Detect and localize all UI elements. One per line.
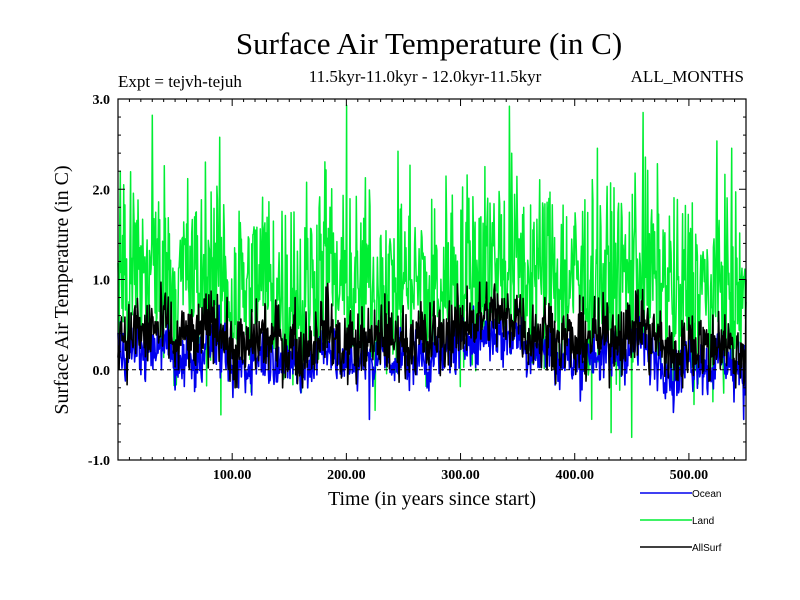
expt-label: Expt = tejvh-tejuh <box>118 72 242 91</box>
x-tick-label: 200.00 <box>327 468 366 483</box>
y-axis-label: Surface Air Temperature (in C) <box>51 165 73 414</box>
plot-series-group <box>117 104 747 439</box>
y-tick-label: -1.0 <box>88 454 110 469</box>
x-tick-label: 500.00 <box>670 468 709 483</box>
y-tick-label: 0.0 <box>93 364 111 379</box>
x-tick-label: 300.00 <box>441 468 480 483</box>
chart-title: Surface Air Temperature (in C) <box>236 26 622 61</box>
months-label: ALL_MONTHS <box>631 67 744 86</box>
legend-label-land: Land <box>692 516 714 527</box>
axis-ticks: 100.00 200.00 300.00 400.00 500.00 -1.0 0.0 1.0… <box>88 93 746 483</box>
legend-label-ocean: Ocean <box>692 489 721 500</box>
x-tick-label: 100.00 <box>213 468 252 483</box>
y-tick-label: 1.0 <box>93 274 111 289</box>
series-line-allsurf <box>117 279 747 389</box>
y-tick-label: 2.0 <box>93 183 111 198</box>
legend: Ocean Land AllSurf <box>640 489 722 554</box>
x-tick-label: 400.00 <box>555 468 594 483</box>
series-line-land <box>117 104 747 439</box>
period-label: 11.5kyr-11.0kyr - 12.0kyr-11.5kyr <box>309 67 542 86</box>
y-tick-label: 3.0 <box>93 93 111 108</box>
legend-label-allsurf: AllSurf <box>692 543 722 554</box>
x-axis-label: Time (in years since start) <box>328 488 536 510</box>
